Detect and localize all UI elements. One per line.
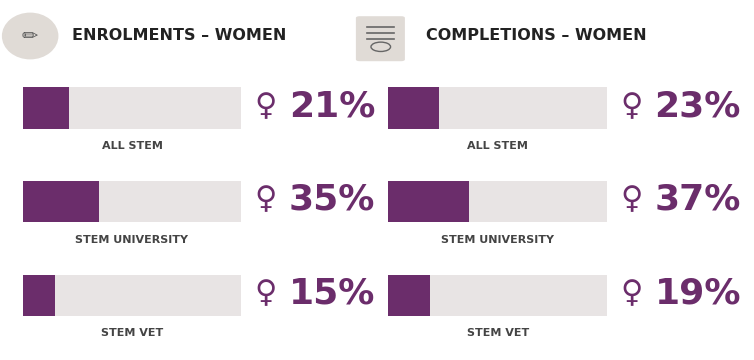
Text: 37%: 37% bbox=[654, 183, 741, 217]
Ellipse shape bbox=[2, 13, 59, 59]
Text: 15%: 15% bbox=[289, 276, 375, 310]
FancyBboxPatch shape bbox=[23, 274, 56, 316]
Text: STEM UNIVERSITY: STEM UNIVERSITY bbox=[441, 235, 554, 245]
Text: ✏: ✏ bbox=[22, 27, 38, 45]
FancyBboxPatch shape bbox=[23, 87, 69, 129]
Text: ♀: ♀ bbox=[621, 185, 643, 214]
Text: STEM UNIVERSITY: STEM UNIVERSITY bbox=[75, 235, 188, 245]
FancyBboxPatch shape bbox=[23, 181, 100, 222]
Text: STEM VET: STEM VET bbox=[101, 328, 163, 338]
FancyBboxPatch shape bbox=[23, 181, 241, 222]
Text: 23%: 23% bbox=[654, 89, 741, 123]
Text: 21%: 21% bbox=[289, 89, 375, 123]
FancyBboxPatch shape bbox=[356, 16, 405, 61]
Text: ALL STEM: ALL STEM bbox=[467, 141, 528, 151]
Text: ♀: ♀ bbox=[255, 92, 277, 121]
FancyBboxPatch shape bbox=[23, 274, 241, 316]
Text: COMPLETIONS – WOMEN: COMPLETIONS – WOMEN bbox=[426, 28, 647, 44]
Text: STEM VET: STEM VET bbox=[467, 328, 529, 338]
Circle shape bbox=[371, 42, 391, 51]
Text: ALL STEM: ALL STEM bbox=[102, 141, 162, 151]
Text: ♀: ♀ bbox=[255, 279, 277, 308]
Text: ENROLMENTS – WOMEN: ENROLMENTS – WOMEN bbox=[72, 28, 286, 44]
FancyBboxPatch shape bbox=[388, 181, 469, 222]
Text: ♀: ♀ bbox=[621, 279, 643, 308]
FancyBboxPatch shape bbox=[388, 87, 607, 129]
FancyBboxPatch shape bbox=[388, 274, 430, 316]
Text: ♀: ♀ bbox=[621, 92, 643, 121]
FancyBboxPatch shape bbox=[388, 87, 439, 129]
Text: 19%: 19% bbox=[654, 276, 741, 310]
FancyBboxPatch shape bbox=[23, 87, 241, 129]
FancyBboxPatch shape bbox=[388, 181, 607, 222]
Text: ♀: ♀ bbox=[255, 185, 277, 214]
FancyBboxPatch shape bbox=[388, 274, 607, 316]
Text: 35%: 35% bbox=[289, 183, 375, 217]
